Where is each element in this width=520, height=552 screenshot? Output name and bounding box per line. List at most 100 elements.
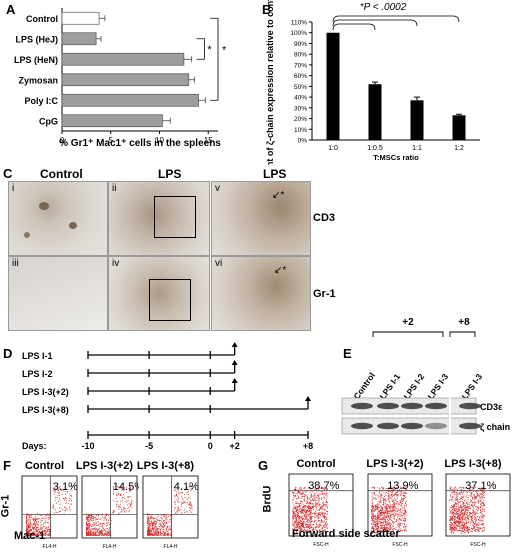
d-axis-tick-label: +2 — [230, 441, 240, 451]
a-bracket-outer — [210, 17, 219, 101]
a-bar — [61, 93, 199, 107]
b-y-tick-label: 110% — [291, 20, 307, 27]
b-y-tick-label: 10% — [294, 127, 307, 134]
flow-axis-small: FSC-H — [470, 542, 486, 548]
a-x-tick-label: 15 — [204, 136, 213, 145]
flow-plot-frame — [288, 473, 354, 537]
flow-plot-frame — [21, 475, 78, 539]
e-group-bracket — [372, 331, 444, 337]
b-y-axis-title: Percent of ζ-chain expression relative t… — [265, 0, 275, 165]
flow-gate-percent: 38.7% — [308, 480, 339, 492]
b-bar — [410, 100, 424, 140]
b-bar — [326, 32, 340, 140]
tile-tag: iii — [12, 258, 19, 269]
e-band-zeta — [377, 422, 399, 430]
b-y-tick-label: 0% — [298, 138, 308, 145]
a-bracket-inner — [196, 38, 205, 60]
a-bar — [61, 73, 190, 87]
flow-plot-title: LPS I-3(+8) — [136, 460, 195, 472]
d-axis-tick-label: +8 — [303, 441, 313, 451]
b-y-tick-label: 30% — [294, 105, 307, 112]
a-category-label: Control — [26, 14, 58, 24]
col-header-control: Control — [40, 167, 83, 181]
b-y-tick-label: 90% — [294, 41, 307, 48]
flow-plot-svg: 4.1%FL4-H — [142, 475, 199, 550]
b-bracket — [332, 23, 376, 31]
d-arrow-head — [305, 396, 311, 401]
a-bar — [61, 32, 97, 46]
b-bar — [368, 84, 382, 140]
flow-plot-title: LPS I-3(+8) — [444, 458, 502, 470]
d-row-label: LPS I-3(+8) — [22, 405, 69, 415]
d-axis-tick-label: -5 — [145, 441, 153, 451]
d-arrow-head — [231, 378, 238, 383]
d-axis-tick-label: 0 — [208, 441, 213, 451]
e-lane-label: LPS I-3 — [425, 372, 450, 402]
f-yaxis-label: Gr-1 — [0, 494, 12, 518]
e-lane-label: LPS I-1 — [377, 372, 402, 402]
micro-tile-v: v ↙* — [211, 181, 311, 256]
b-y-tick-label: 50% — [294, 84, 307, 91]
flow-plot-svg: 37.1% FSC-H — [445, 473, 511, 548]
e-group-bracket — [449, 331, 476, 337]
e-band-zeta — [459, 422, 481, 430]
row-label-cd3: CD3 — [313, 212, 336, 224]
a-category-label: LPS (HeJ) — [15, 34, 58, 44]
flow-plot-title: LPS I-3(+2) — [366, 458, 424, 470]
micro-tile-ii: ii — [108, 181, 210, 256]
col-header-lps-2: LPS — [263, 167, 287, 181]
b-x-tick-label: 1:2 — [454, 145, 464, 152]
b-y-tick-label: 40% — [294, 95, 307, 102]
e-band-cd3 — [401, 402, 423, 410]
e-band-zeta — [425, 422, 447, 430]
b-significance-label: *P < .0002 — [360, 2, 407, 13]
a-significance-star: * — [222, 44, 227, 56]
a-category-label: Poly I:C — [24, 96, 58, 106]
panel-d-label: D — [3, 346, 13, 361]
flow-gate-percent: 4.1% — [174, 481, 199, 493]
micro-tile-vi: vi ↙* — [211, 256, 311, 331]
a-category-label: Zymosan — [18, 75, 58, 85]
a-x-tick-label: 5 — [109, 136, 114, 145]
flow-gate-percent: 37.1% — [465, 480, 496, 492]
d-arrow-head — [231, 360, 238, 365]
e-band-cd3 — [351, 402, 373, 410]
panel-a-label: A — [6, 2, 16, 17]
b-x-tick-label: 1:0.5 — [367, 145, 383, 152]
d-arrow-head — [231, 342, 238, 347]
f-xaxis-label: Mac-1 — [14, 530, 46, 542]
b-bracket — [332, 19, 418, 27]
a-bar — [61, 11, 100, 25]
e-band-zeta — [351, 422, 373, 430]
a-bar — [61, 114, 163, 128]
d-row-label: LPS I-2 — [22, 369, 53, 379]
a-x-axis-title: % Gr1⁺ Mac1⁺ cells in the spleens — [59, 138, 221, 149]
b-y-tick-label: 60% — [294, 73, 307, 80]
panel-e-label: E — [343, 346, 352, 361]
b-y-tick-label: 80% — [294, 52, 307, 59]
b-y-tick-label: 70% — [294, 62, 307, 69]
zoom-box — [154, 196, 196, 238]
flow-plot-title: Control — [24, 460, 65, 472]
b-x-tick-label: 1:0 — [328, 145, 338, 152]
panel-b-chart: 0% 10% 20% 30% 40% 50% 60% 70% 80% 90% 100% 110% 1:0… — [265, 0, 480, 165]
a-category-label: CpG — [39, 116, 58, 126]
tile-tag: vi — [215, 258, 223, 269]
d-axis-title: Days: — [22, 441, 47, 451]
micro-tile-i: i — [8, 181, 108, 256]
panel-c-label: C — [3, 166, 13, 181]
e-lane-label: Control — [351, 371, 377, 401]
panel-d-timeline: LPS I-1 LPS I-2 LPS I-3(+2) LPS I-3(+8) Days… — [22, 342, 313, 451]
flow-plot-title: Control — [296, 458, 336, 470]
flow-plot-svg: 38.7% FSC-H — [288, 473, 354, 548]
tile-tag: iv — [112, 258, 120, 269]
b-x-axis-title: T:MSCs ratio — [373, 153, 419, 162]
panel-g-label: G — [258, 458, 269, 473]
row-label-gr1: Gr-1 — [313, 288, 336, 300]
zoom-box — [149, 279, 191, 321]
b-bar — [452, 115, 466, 140]
b-y-tick-label: 100% — [290, 30, 307, 37]
b-x-tick-label: 1:1 — [412, 145, 422, 152]
d-axis-tick-label: -10 — [81, 441, 94, 451]
panel-a-chart: Control LPS (HeJ) LPS (HeN) Zymosan Poly I:C… — [14, 8, 227, 149]
